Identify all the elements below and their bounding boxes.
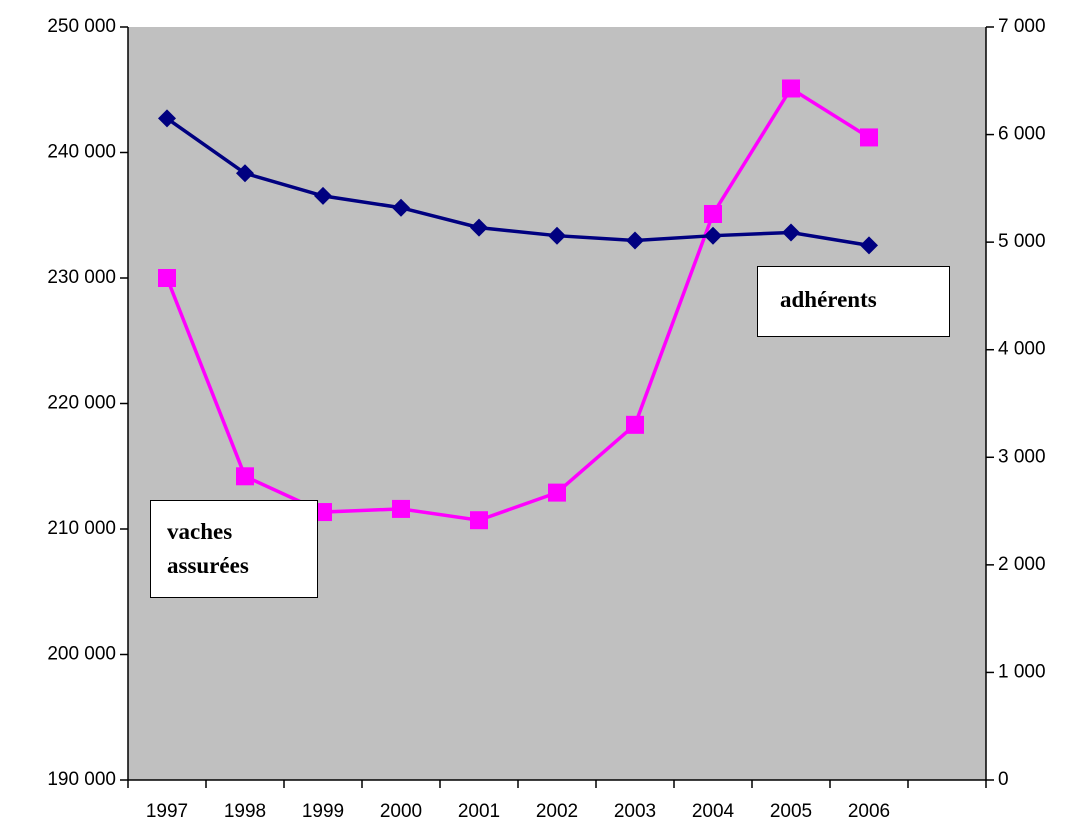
y-tick-label: 230 000: [47, 267, 116, 288]
marker: [314, 186, 332, 205]
y-tick-label: 3 000: [998, 446, 1046, 467]
marker: [236, 467, 254, 486]
marker: [314, 503, 332, 522]
marker: [860, 128, 878, 147]
series-line: [165, 86, 870, 523]
annotation-adherents: adhérents: [757, 266, 950, 337]
y-tick-label: 1 000: [998, 661, 1046, 682]
x-tick-label: 2003: [614, 801, 656, 822]
marker: [470, 218, 488, 237]
marker: [548, 483, 566, 502]
y-tick-label: 200 000: [47, 644, 116, 665]
marker: [704, 226, 722, 245]
y-tick-label: 240 000: [47, 142, 116, 163]
marker: [158, 269, 176, 287]
y-tick-label: 6 000: [998, 124, 1046, 145]
marker: [548, 226, 566, 245]
y-tick-label: 0: [998, 769, 1009, 790]
plot-area: [128, 27, 986, 780]
marker: [626, 231, 644, 250]
x-tick-label: 2005: [770, 801, 812, 822]
marker: [782, 223, 800, 242]
y-tick-label: 5 000: [998, 231, 1046, 252]
marker: [860, 236, 878, 255]
y-tick-label: 4 000: [998, 339, 1046, 360]
y-tick-label: 210 000: [47, 518, 116, 539]
x-tick-label: 2004: [692, 801, 735, 822]
y-tick-label: 190 000: [47, 769, 116, 790]
series-line: [165, 117, 870, 248]
x-tick-label: 1997: [146, 801, 188, 822]
x-tick-label: 2006: [848, 801, 890, 822]
x-tick-label: 2000: [380, 801, 422, 822]
marker: [236, 164, 254, 183]
marker: [158, 109, 176, 128]
annotation-vaches: vaches assurées: [150, 500, 318, 598]
marker: [626, 415, 644, 434]
marker: [704, 204, 722, 223]
y-tick-label: 7 000: [998, 16, 1046, 37]
x-tick-label: 2002: [536, 801, 578, 822]
y-tick-label: 2 000: [998, 554, 1046, 575]
marker: [782, 79, 800, 98]
x-tick-label: 1999: [302, 801, 344, 822]
marker: [392, 499, 410, 518]
marker: [392, 198, 410, 217]
y-tick-label: 250 000: [47, 16, 116, 37]
marker: [470, 511, 488, 530]
y-tick-label: 220 000: [47, 393, 116, 414]
x-tick-label: 2001: [458, 801, 500, 822]
x-tick-label: 1998: [224, 801, 266, 822]
